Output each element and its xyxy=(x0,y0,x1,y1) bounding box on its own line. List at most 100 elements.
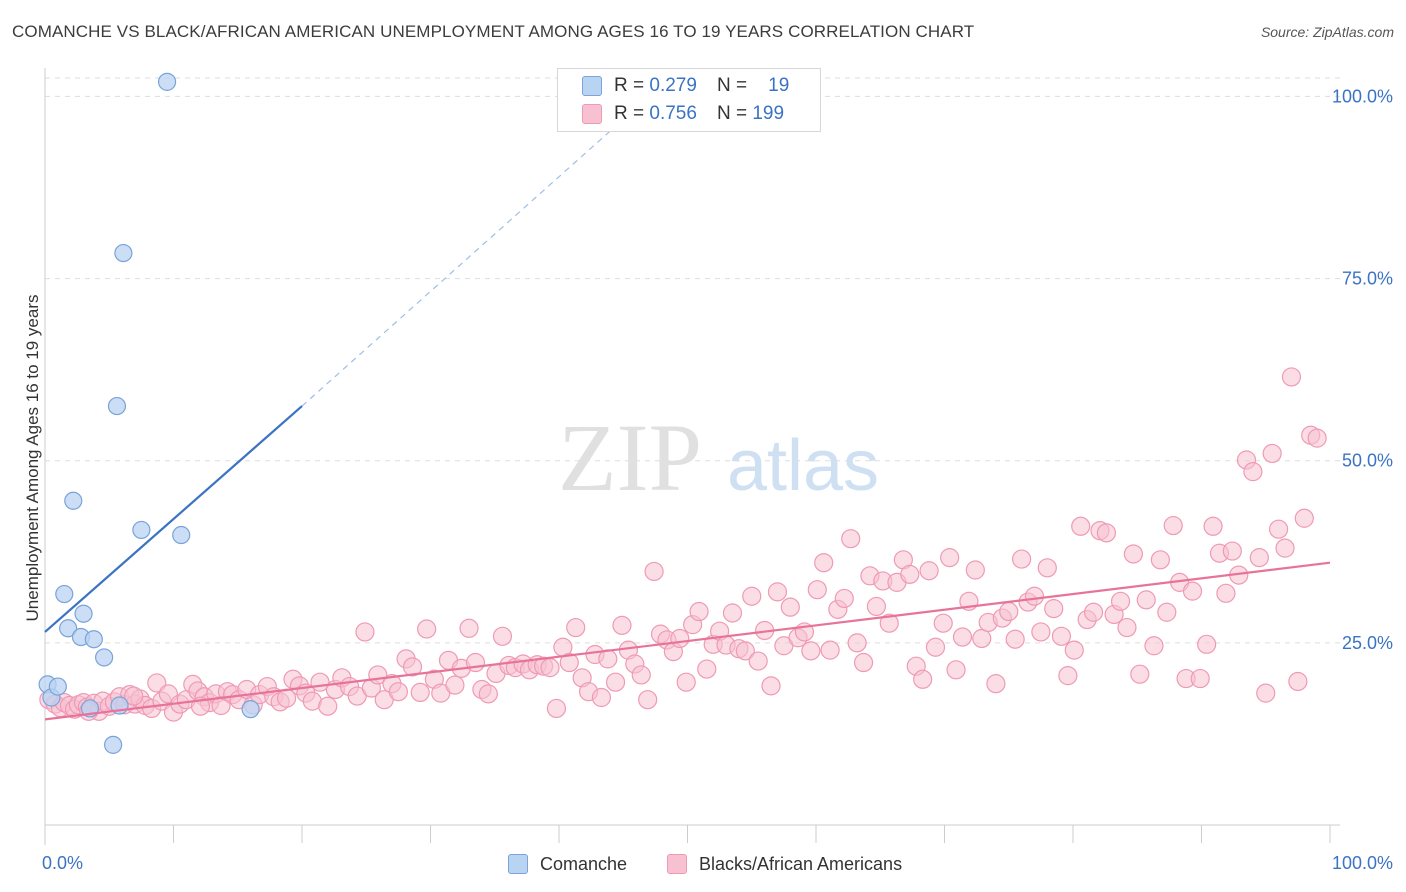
data-point-black xyxy=(1249,548,1269,568)
data-point-black xyxy=(689,601,709,622)
data-point-black xyxy=(834,588,854,609)
legend-row-comanche: R = 0.279 N = 19 xyxy=(582,74,789,98)
data-point-black xyxy=(478,684,498,704)
data-point-comanche xyxy=(114,243,133,263)
trend-line-comanche xyxy=(44,405,303,633)
data-point-black xyxy=(410,682,430,703)
data-point-black xyxy=(820,640,840,660)
data-point-comanche xyxy=(59,619,78,638)
data-point-comanche xyxy=(64,491,83,510)
data-point-black xyxy=(566,617,586,638)
data-point-black xyxy=(761,676,781,696)
axes xyxy=(44,68,1340,845)
data-point-black xyxy=(402,657,423,677)
data-point-black xyxy=(1058,666,1078,686)
legend-n-value: 199 xyxy=(752,103,785,124)
data-point-black xyxy=(1144,636,1164,656)
data-point-black xyxy=(965,560,985,580)
data-point-black xyxy=(546,698,567,719)
data-point-black xyxy=(866,596,886,617)
legend-swatch-black xyxy=(582,104,602,124)
data-point-black xyxy=(1262,443,1282,464)
x-tick-label: 100.0% xyxy=(1332,853,1393,873)
y-axis-label: Unemployment Among Ages 16 to 19 years xyxy=(23,295,42,622)
data-point-black xyxy=(999,601,1019,622)
data-point-black xyxy=(986,674,1006,694)
data-point-black xyxy=(1136,590,1156,610)
y-tick-label: 25.0% xyxy=(1342,633,1393,653)
y-tick-label: 75.0% xyxy=(1342,269,1393,289)
data-point-black xyxy=(1150,550,1170,570)
legend-r-value: 0.756 xyxy=(649,103,697,124)
data-point-black xyxy=(940,548,960,568)
y-tick-label: 50.0% xyxy=(1342,451,1393,471)
legend-n-label: N = xyxy=(716,103,748,124)
watermark-zip: ZIP xyxy=(558,404,702,511)
data-point-black xyxy=(1031,622,1051,642)
data-point-black xyxy=(919,561,939,581)
data-point-black xyxy=(318,696,338,716)
data-point-black xyxy=(445,675,465,695)
data-point-comanche xyxy=(107,396,127,416)
data-point-comanche xyxy=(132,520,151,540)
data-point-black xyxy=(559,652,579,673)
data-point-black xyxy=(1117,617,1137,638)
data-point-comanche xyxy=(241,700,260,719)
data-point-black xyxy=(1163,515,1183,536)
legend-row-black: R = 0.756 N = 199 xyxy=(582,102,784,126)
data-point-black xyxy=(1190,668,1210,689)
data-point-black xyxy=(1083,602,1104,622)
data-point-comanche xyxy=(104,735,123,754)
bottom-legend-black: Blacks/African Americans xyxy=(667,852,902,876)
bottom-legend-comanche: Comanche xyxy=(508,852,627,876)
data-point-black xyxy=(1294,508,1314,528)
trend-lines xyxy=(44,95,1331,721)
legend-n-label: N = xyxy=(716,75,748,96)
legend-swatch-comanche xyxy=(582,76,602,96)
legend-n-value: 19 xyxy=(768,75,790,96)
data-point-black xyxy=(1275,538,1295,558)
data-point-black xyxy=(1110,591,1131,611)
data-point-black xyxy=(124,686,144,706)
legend-r-label: R = xyxy=(614,103,645,124)
data-point-black xyxy=(388,682,408,702)
data-point-comanche xyxy=(95,648,114,667)
data-point-black xyxy=(1281,367,1302,387)
data-point-black xyxy=(1011,549,1032,569)
data-point-comanche xyxy=(172,525,191,545)
bottom-legend-label-comanche: Comanche xyxy=(540,853,628,874)
y-tick-label: 100.0% xyxy=(1332,86,1393,106)
data-point-black xyxy=(913,669,933,689)
data-point-black xyxy=(972,628,992,649)
data-point-black xyxy=(697,659,717,679)
data-point-black xyxy=(1203,516,1223,536)
data-point-black xyxy=(735,641,755,661)
data-point-comanche xyxy=(157,72,177,91)
data-point-black xyxy=(465,652,486,673)
data-point-black xyxy=(742,586,762,606)
data-point-black xyxy=(1044,599,1064,619)
data-point-black xyxy=(644,561,664,582)
data-point-black xyxy=(1157,602,1177,622)
data-point-comanche xyxy=(84,630,103,649)
data-point-black xyxy=(801,641,821,661)
data-point-comanche xyxy=(74,604,93,623)
data-point-black xyxy=(1005,629,1025,649)
legend-r-label: R = xyxy=(614,75,645,96)
data-point-black xyxy=(1268,519,1289,539)
data-point-comanche xyxy=(48,677,67,696)
data-point-black xyxy=(1130,664,1150,684)
data-point-black xyxy=(807,580,827,600)
data-point-black xyxy=(933,613,953,633)
data-point-black xyxy=(1051,626,1072,646)
data-point-black xyxy=(780,597,800,617)
grid-lines xyxy=(45,77,1340,644)
data-point-comanche xyxy=(55,584,74,604)
data-point-black xyxy=(748,651,768,671)
data-point-black xyxy=(1071,516,1091,536)
data-point-black xyxy=(676,672,696,692)
comanche-series-points xyxy=(38,72,260,754)
data-point-black xyxy=(946,660,966,680)
data-point-black xyxy=(1096,523,1117,543)
